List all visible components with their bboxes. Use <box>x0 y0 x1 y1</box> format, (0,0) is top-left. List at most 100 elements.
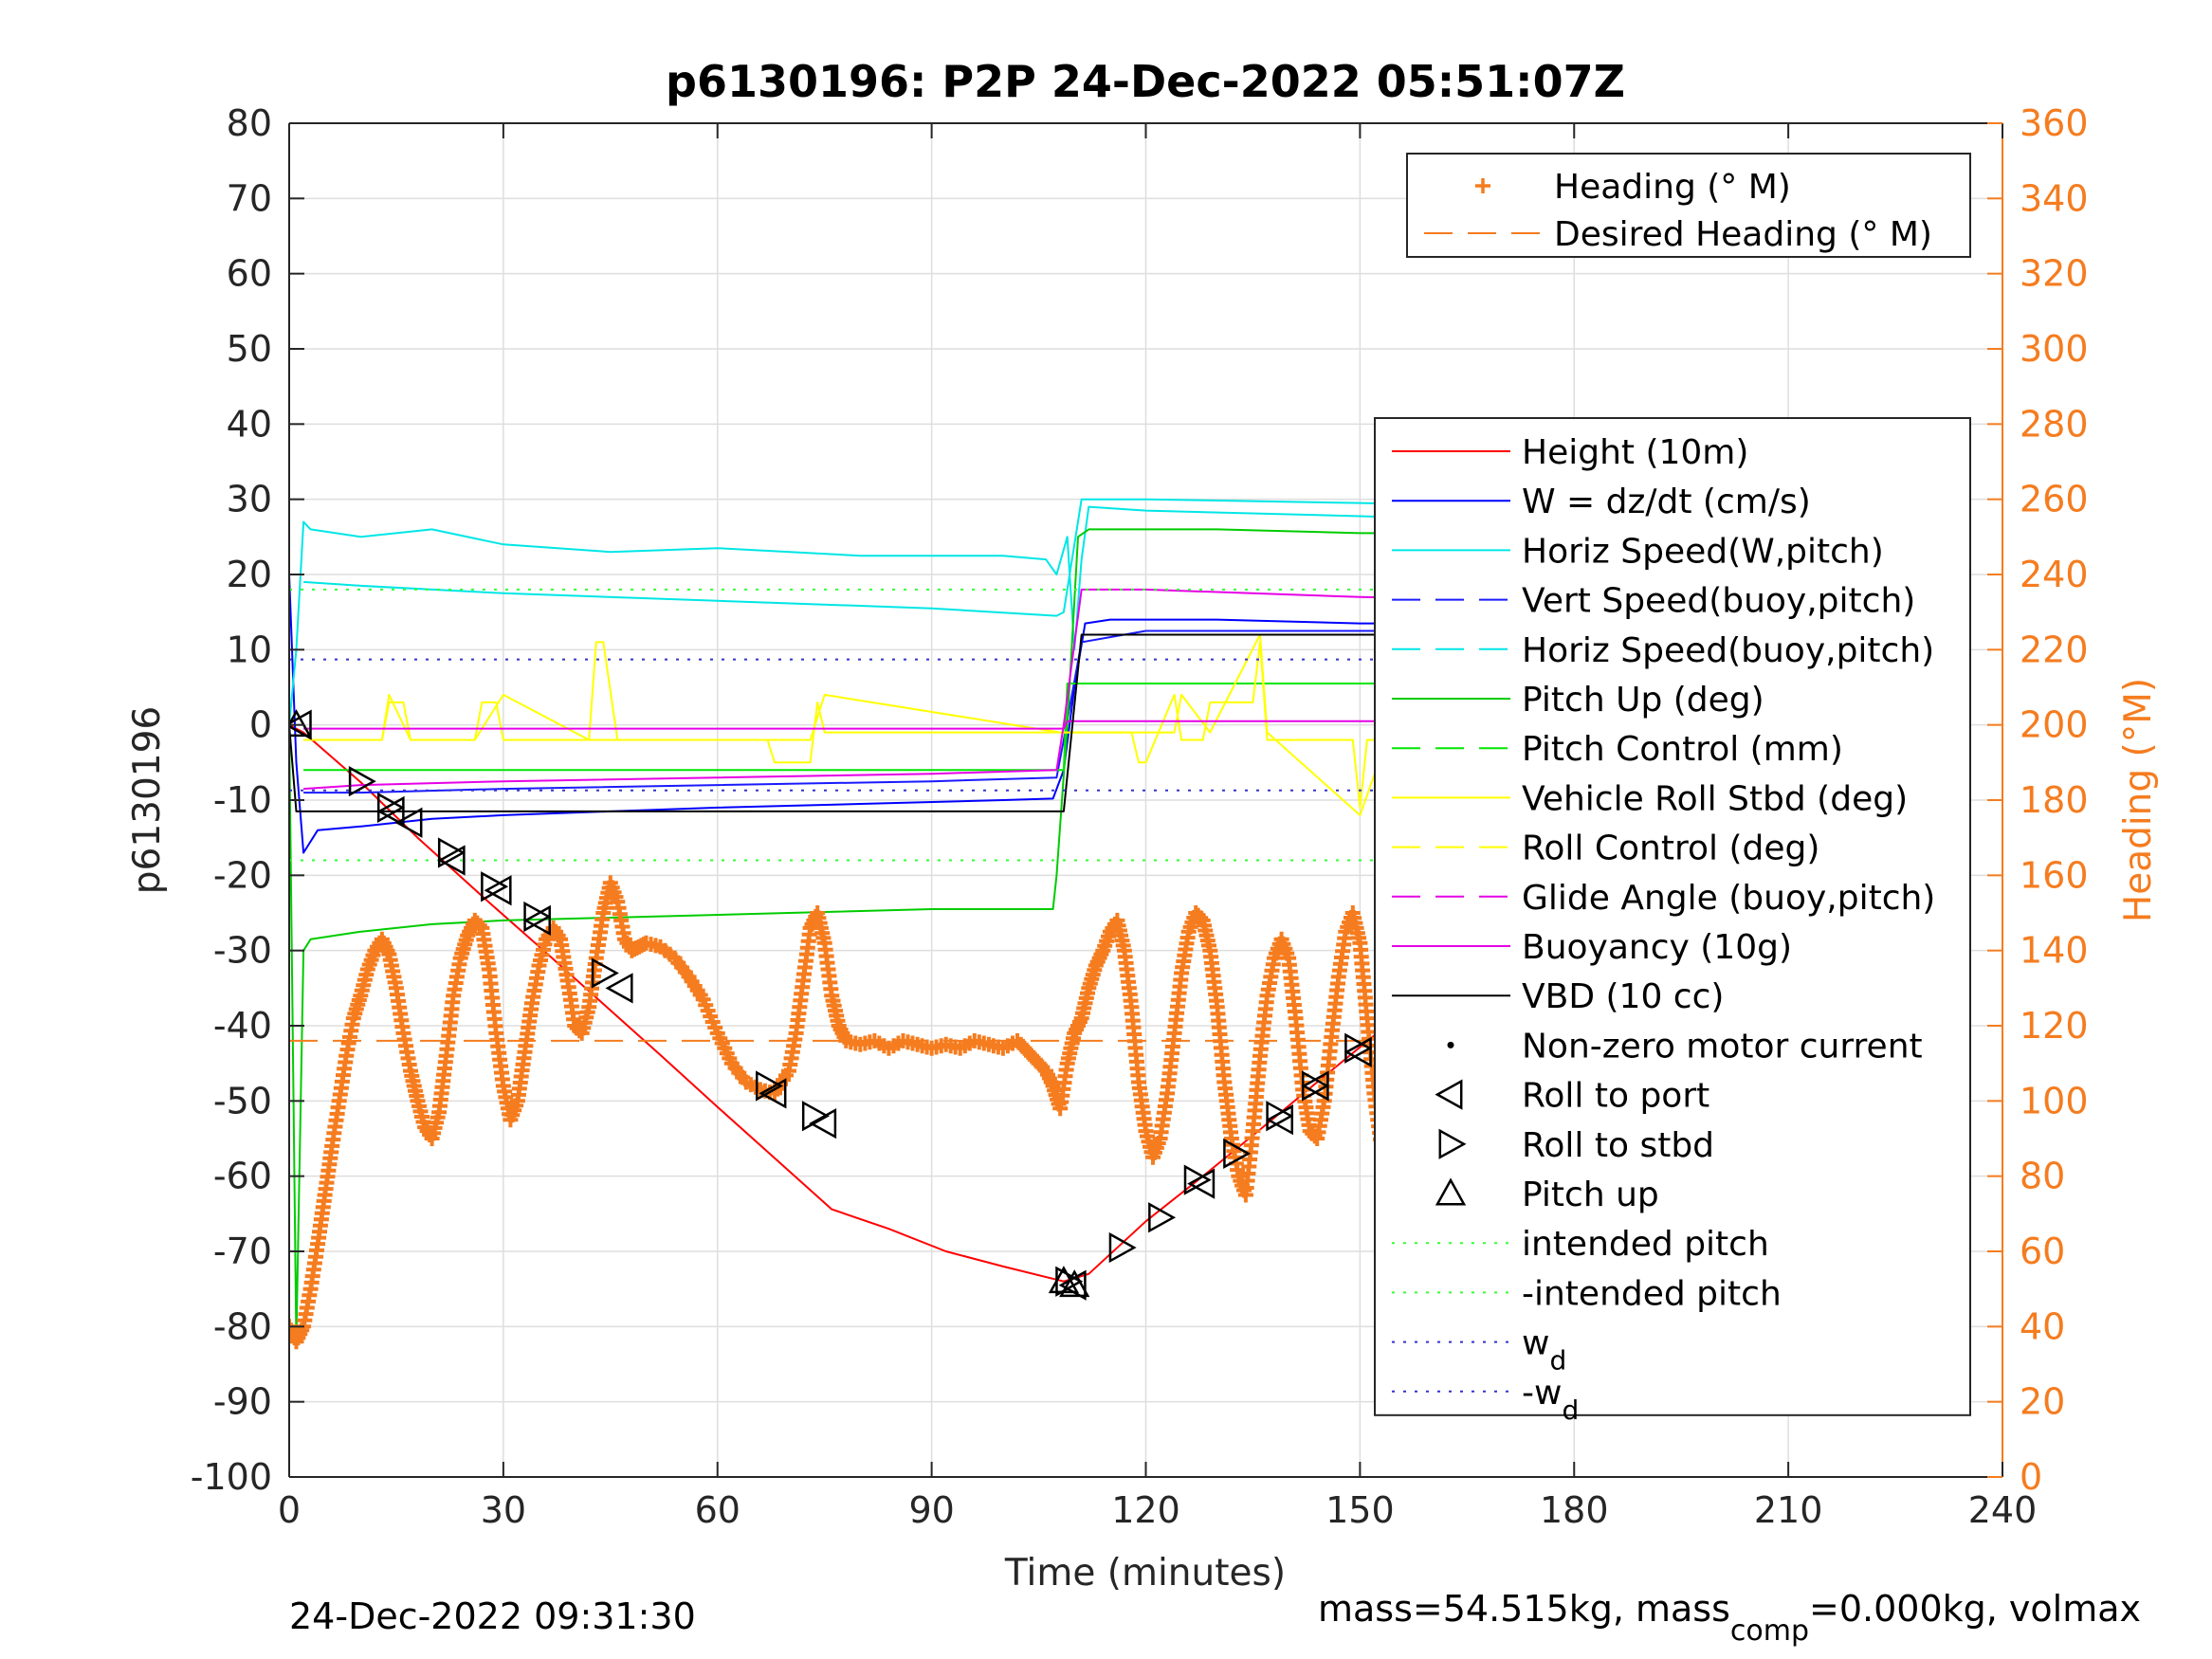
legend-label: Glide Angle (buoy,pitch) <box>1522 879 1935 918</box>
y-tick-label: -80 <box>213 1305 272 1347</box>
y2-tick-label: 100 <box>2020 1080 2089 1121</box>
x-tick-label: 240 <box>1968 1489 2038 1531</box>
y2-tick-label: 260 <box>2020 479 2089 520</box>
y2-tick-label: 360 <box>2020 102 2089 144</box>
legend-label: -intended pitch <box>1522 1274 1782 1313</box>
legend-heading: Heading (° M) Desired Heading (° M) <box>1406 153 1971 258</box>
y2-tick-label: 320 <box>2020 253 2089 295</box>
legend-label: Non-zero motor current <box>1522 1027 1923 1066</box>
y-tick-label: -90 <box>213 1381 272 1423</box>
legend-label: -wd <box>1522 1374 1579 1426</box>
x-tick-label: 60 <box>695 1489 740 1531</box>
x-tick-label: 30 <box>481 1489 526 1531</box>
roll-to-port-marker <box>394 807 423 838</box>
legend-label: Vert Speed(buoy,pitch) <box>1522 582 1915 621</box>
x-tick-label: 150 <box>1325 1489 1395 1531</box>
legend-label-text: Vert Speed(buoy,pitch) <box>1522 582 1915 621</box>
legend-label: VBD (10 cc) <box>1522 977 1724 1016</box>
legend-box <box>1374 417 1971 1416</box>
y-tick-label: 30 <box>227 479 272 520</box>
legend-label-subscript: d <box>1562 1395 1579 1426</box>
legend-label-text: Pitch up <box>1522 1176 1659 1214</box>
y2-tick-label: 200 <box>2020 704 2089 746</box>
roll-to-stbd-marker <box>1344 1032 1373 1064</box>
legend-swatch <box>1447 1041 1454 1048</box>
y-tick-label: -30 <box>213 930 272 972</box>
y2-tick-label: 220 <box>2020 629 2089 670</box>
legend-label-text: Non-zero motor current <box>1522 1027 1923 1066</box>
roll-to-stbd-marker <box>801 1101 830 1132</box>
legend-label: Heading (° M) <box>1554 168 1791 207</box>
y-tick-label: -50 <box>213 1080 272 1121</box>
x-tick-label: 180 <box>1540 1489 1609 1531</box>
roll-to-port-marker <box>437 845 466 876</box>
y2-tick-label: 140 <box>2020 930 2089 972</box>
footer-mass-rest: =0.000kg, volmax <box>1809 1588 2141 1630</box>
legend-label-text: intended pitch <box>1522 1225 1769 1264</box>
y-tick-label: 20 <box>227 554 272 595</box>
footer-mass-subscript: comp <box>1730 1614 1809 1648</box>
x-tick-label: 120 <box>1111 1489 1180 1531</box>
y-tick-label: 70 <box>227 177 272 219</box>
roll-to-stbd-marker <box>1148 1202 1177 1233</box>
legend-label-text: Height (10m) <box>1522 433 1748 472</box>
legend-label-text: Vehicle Roll Stbd (deg) <box>1522 779 1908 818</box>
legend-label-text: -intended pitch <box>1522 1274 1782 1313</box>
y2-tick-label: 340 <box>2020 177 2089 219</box>
legend-label-text: Roll to stbd <box>1522 1126 1714 1165</box>
legend-label: Height (10m) <box>1522 433 1748 472</box>
roll-to-stbd-marker <box>523 901 552 933</box>
y2-tick-label: 280 <box>2020 403 2089 445</box>
y-tick-label: -60 <box>213 1156 272 1197</box>
roll-to-stbd-marker <box>1183 1164 1212 1195</box>
legend-label-text: Pitch Control (mm) <box>1522 730 1843 769</box>
y-tick-label: 60 <box>227 253 272 295</box>
legend-label: Roll to port <box>1522 1077 1709 1116</box>
roll-to-stbd-marker <box>1223 1138 1252 1169</box>
y-tick-label: -40 <box>213 1005 272 1047</box>
legend-label-text: Horiz Speed(W,pitch) <box>1522 532 1884 571</box>
legend-label: W = dz/dt (cm/s) <box>1522 483 1811 521</box>
y2-tick-label: 40 <box>2020 1305 2065 1347</box>
roll-to-port-marker <box>1344 1036 1372 1067</box>
x-tick-label: 90 <box>908 1489 954 1531</box>
legend-label-text: -w <box>1522 1374 1562 1413</box>
axes: 0 30 60 90 120 150 180 210 240-100-90-80-70-60-5… <box>191 102 2089 1531</box>
y2-tick-label: 0 <box>2020 1456 2042 1498</box>
y2-tick-label: 300 <box>2020 328 2089 370</box>
legend-label-text: VBD (10 cc) <box>1522 977 1724 1016</box>
y2-tick-label: 60 <box>2020 1231 2065 1272</box>
legend-label-text: Roll to port <box>1522 1077 1709 1116</box>
legend-label: Pitch up <box>1522 1176 1659 1214</box>
series-line <box>289 633 1789 812</box>
roll-to-port-marker <box>759 1078 787 1109</box>
y-tick-label: 80 <box>227 102 272 144</box>
heading-point <box>471 918 487 934</box>
roll-to-stbd-marker <box>1108 1231 1137 1264</box>
footer-date: 24-Dec-2022 09:31:30 <box>289 1595 696 1637</box>
legend-label-text: Pitch Up (deg) <box>1522 681 1764 720</box>
roll-to-port-marker <box>376 795 405 828</box>
legend-label-text: w <box>1522 1324 1549 1363</box>
legend-label: wd <box>1522 1324 1566 1376</box>
legend-swatch <box>1438 1128 1467 1159</box>
x-tick-label: 0 <box>278 1489 301 1531</box>
series-line <box>289 505 1789 725</box>
legend-label: Horiz Speed(W,pitch) <box>1522 532 1884 571</box>
roll-to-stbd-marker <box>1266 1101 1294 1132</box>
legend-label-text: Glide Angle (buoy,pitch) <box>1522 879 1935 918</box>
chart-title: p6130196: P2P 24-Dec-2022 05:51:07Z <box>666 56 1625 107</box>
roll-to-port-marker <box>289 709 312 740</box>
legend-label: Pitch Up (deg) <box>1522 681 1764 720</box>
roll-to-stbd-marker <box>591 957 619 989</box>
y-tick-label: -70 <box>213 1231 272 1272</box>
legend-label-subscript: d <box>1549 1345 1566 1376</box>
y-tick-label: -100 <box>191 1456 272 1498</box>
legend-label-text: Heading (° M) <box>1554 168 1791 207</box>
y-tick-label: -20 <box>213 854 272 896</box>
roll-to-stbd-marker <box>481 871 509 902</box>
legend-label-text: W = dz/dt (cm/s) <box>1522 483 1811 521</box>
legend-swatch <box>1435 1079 1463 1110</box>
roll-to-stbd-marker <box>437 837 466 868</box>
